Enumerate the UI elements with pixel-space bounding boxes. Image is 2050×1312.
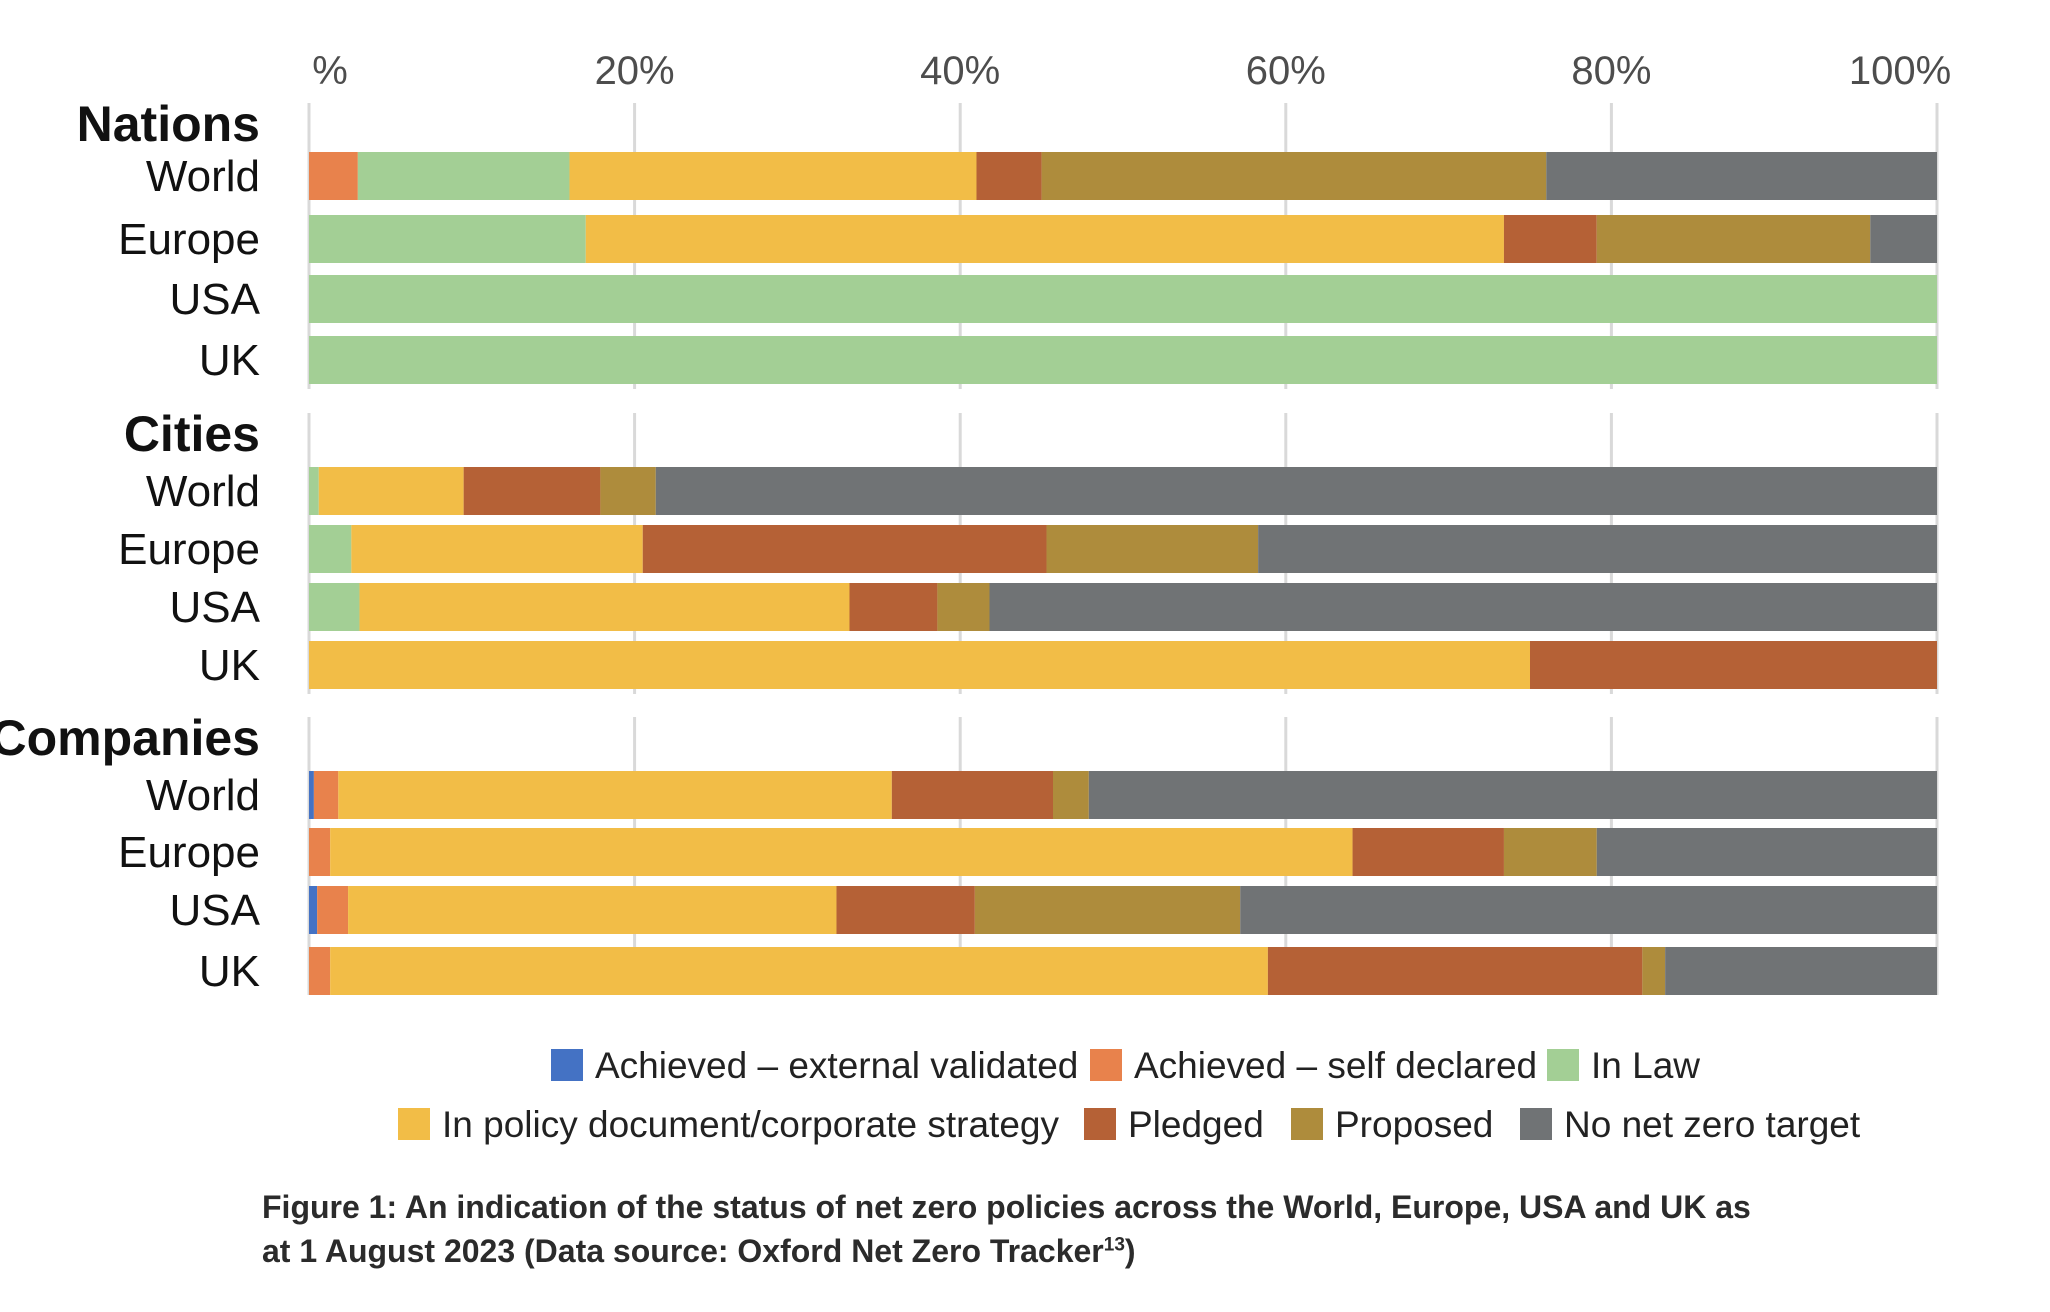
bar-segment: [1596, 215, 1871, 263]
x-axis-tick-labels: % 20% 40% 60% 80% 100%: [312, 49, 1951, 93]
legend-label: Achieved – self declared: [1134, 1045, 1537, 1086]
caption-text: Figure 1: An indication of the status of…: [262, 1189, 1751, 1269]
bar-segment: [309, 467, 319, 515]
category-labels: NationsWorldEuropeUSAUKCitiesWorldEurope…: [0, 96, 261, 996]
legend-label: Pledged: [1128, 1104, 1264, 1145]
legend-swatch: [1090, 1049, 1122, 1081]
category-label: USA: [170, 886, 261, 935]
bar-segment: [309, 336, 1937, 384]
legend-swatch: [398, 1108, 430, 1140]
bar-segment: [309, 583, 360, 631]
bars: [309, 152, 1938, 995]
bar-segment: [463, 467, 601, 515]
bar-segment: [569, 152, 977, 200]
bar-segment: [309, 771, 314, 819]
category-label: USA: [170, 275, 261, 324]
category-label: UK: [199, 947, 260, 996]
bar-segment: [585, 215, 1504, 263]
bar-segment: [309, 828, 331, 876]
bar-segment: [1352, 828, 1504, 876]
legend-label: In Law: [1591, 1045, 1700, 1086]
bar-segment: [1267, 947, 1643, 995]
bar-segment: [1665, 947, 1937, 995]
bar-segment: [655, 467, 1938, 515]
bar-segment: [309, 525, 352, 573]
bar-segment: [1052, 771, 1089, 819]
bar-segment: [309, 886, 318, 934]
legend-label: Proposed: [1335, 1104, 1493, 1145]
bar-segment: [309, 947, 331, 995]
legend-label: No net zero target: [1564, 1104, 1861, 1145]
category-label: USA: [170, 583, 261, 632]
bar-segment: [1546, 152, 1937, 200]
legend-swatch: [1291, 1108, 1323, 1140]
bar-segment: [338, 771, 892, 819]
x-tick-label: 100%: [1849, 49, 1951, 93]
bar-segment: [1503, 828, 1597, 876]
legend-swatch: [551, 1049, 583, 1081]
bar-segment: [1041, 152, 1547, 200]
bar-segment: [1870, 215, 1937, 263]
bar-segment: [989, 583, 1937, 631]
category-label: World: [146, 152, 260, 201]
category-label: Europe: [118, 525, 260, 574]
bar-segment: [937, 583, 990, 631]
x-tick-label: 80%: [1571, 49, 1651, 93]
bar-segment: [330, 947, 1268, 995]
bar-segment: [330, 828, 1353, 876]
bar-segment: [351, 525, 643, 573]
bar-segment: [1530, 641, 1937, 689]
bar-segment: [348, 886, 837, 934]
caption-superscript: 13: [1103, 1234, 1125, 1256]
bar-segment: [642, 525, 1047, 573]
category-label: World: [146, 771, 260, 820]
bar-segment: [1046, 525, 1259, 573]
bar-segment: [891, 771, 1053, 819]
bar-segment: [1240, 886, 1937, 934]
legend-swatch: [1547, 1049, 1579, 1081]
bar-segment: [849, 583, 938, 631]
bar-segment: [1503, 215, 1597, 263]
bar-segment: [836, 886, 975, 934]
bar-segment: [600, 467, 656, 515]
legend: Achieved – external validated Achieved – …: [398, 1045, 1861, 1145]
caption-suffix: ): [1124, 1233, 1136, 1269]
bar-segment: [317, 886, 349, 934]
x-tick-label: 20%: [595, 49, 675, 93]
bar-segment: [1642, 947, 1666, 995]
x-tick-label: %: [312, 49, 348, 93]
category-label: UK: [199, 641, 260, 690]
x-tick-label: 40%: [920, 49, 1000, 93]
bar-segment: [359, 583, 850, 631]
bar-segment: [1258, 525, 1937, 573]
x-tick-label: 60%: [1246, 49, 1326, 93]
legend-swatch: [1520, 1108, 1552, 1140]
legend-label: Achieved – external validated: [595, 1045, 1078, 1086]
bar-segment: [1596, 828, 1937, 876]
category-label: World: [146, 467, 260, 516]
category-label: Europe: [118, 828, 260, 877]
category-label: UK: [199, 336, 260, 385]
legend-swatch: [1084, 1108, 1116, 1140]
legend-label: In policy document/corporate strategy: [442, 1104, 1059, 1145]
bar-segment: [318, 467, 464, 515]
bar-segment: [309, 152, 358, 200]
stacked-bar-chart: % 20% 40% 60% 80% 100% NationsWorldEuropeUSAU…: [0, 49, 1951, 1145]
bar-segment: [1088, 771, 1937, 819]
group-label: Companies: [0, 710, 260, 766]
bar-segment: [309, 275, 1937, 323]
group-label: Nations: [77, 96, 260, 152]
bar-segment: [313, 771, 339, 819]
bar-segment: [309, 215, 586, 263]
bar-segment: [976, 152, 1042, 200]
figure-caption: Figure 1: An indication of the status of…: [262, 1185, 1762, 1273]
group-label: Cities: [124, 406, 260, 462]
bar-segment: [309, 641, 1530, 689]
bar-segment: [357, 152, 570, 200]
category-label: Europe: [118, 215, 260, 264]
bar-segment: [974, 886, 1241, 934]
